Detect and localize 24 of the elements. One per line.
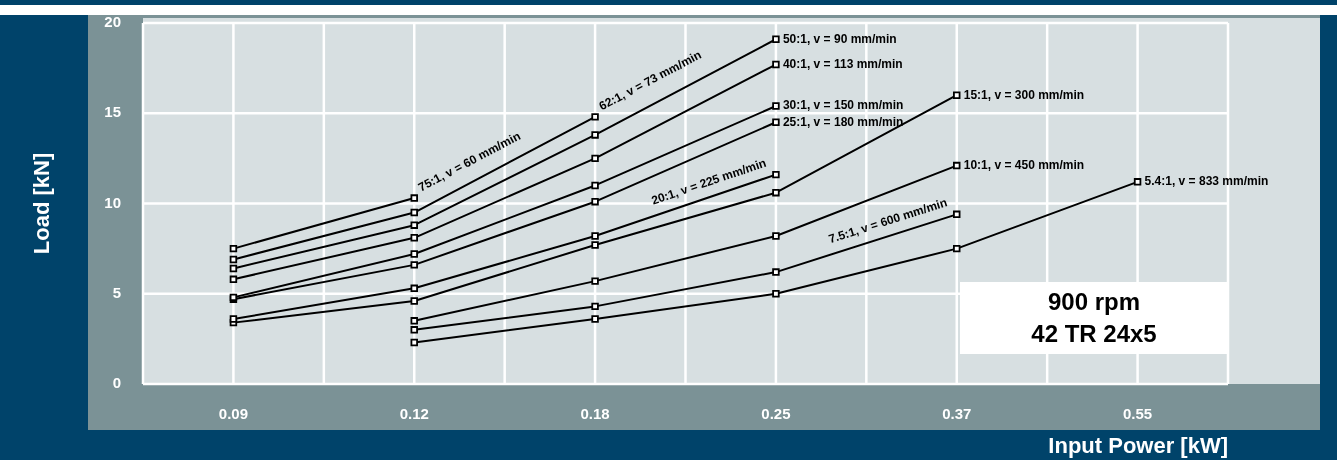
y-tick-label: 15 bbox=[104, 103, 121, 121]
text: 7.5:1, v = 600 mm/min bbox=[826, 195, 949, 247]
series-label: 50:1, v = 90 mm/min bbox=[782, 31, 897, 46]
y-tick-label: 20 bbox=[104, 13, 121, 31]
y-tick-label: 10 bbox=[104, 193, 121, 211]
x-tick-label: 0.37 bbox=[942, 405, 972, 423]
series-label: 25:1, v = 180 mm/min bbox=[782, 114, 904, 129]
x-tick-label: 0.12 bbox=[399, 405, 429, 423]
series-label: 5.4:1, v = 833 mm/min bbox=[1144, 174, 1269, 189]
annotation: 900 rpm bbox=[1046, 287, 1142, 317]
series-label: 40:1, v = 113 mm/min bbox=[782, 56, 903, 71]
x-tick-label: 0.09 bbox=[218, 405, 249, 423]
x-tick-label: 0.55 bbox=[1122, 405, 1153, 423]
series-label: 15:1, v = 300 mm/min bbox=[963, 87, 1085, 102]
series-label: 10:1, v = 450 mm/min bbox=[963, 157, 1085, 172]
y-tick-label: 5 bbox=[112, 283, 121, 301]
series-label: 30:1, v = 150 mm/min bbox=[782, 98, 904, 113]
text-box: 900 rpm 42 TR 24x5 bbox=[960, 282, 1228, 354]
x-tick-label: 0.18 bbox=[580, 405, 610, 423]
y-axis-title: Load [kN] bbox=[29, 152, 55, 255]
annotation: 42 TR 24x5 bbox=[1030, 319, 1158, 349]
x-axis-title: Input Power [kW] bbox=[1048, 432, 1228, 458]
y-tick-label: 0 bbox=[112, 374, 121, 392]
x-tick-label: 0.25 bbox=[761, 405, 791, 423]
